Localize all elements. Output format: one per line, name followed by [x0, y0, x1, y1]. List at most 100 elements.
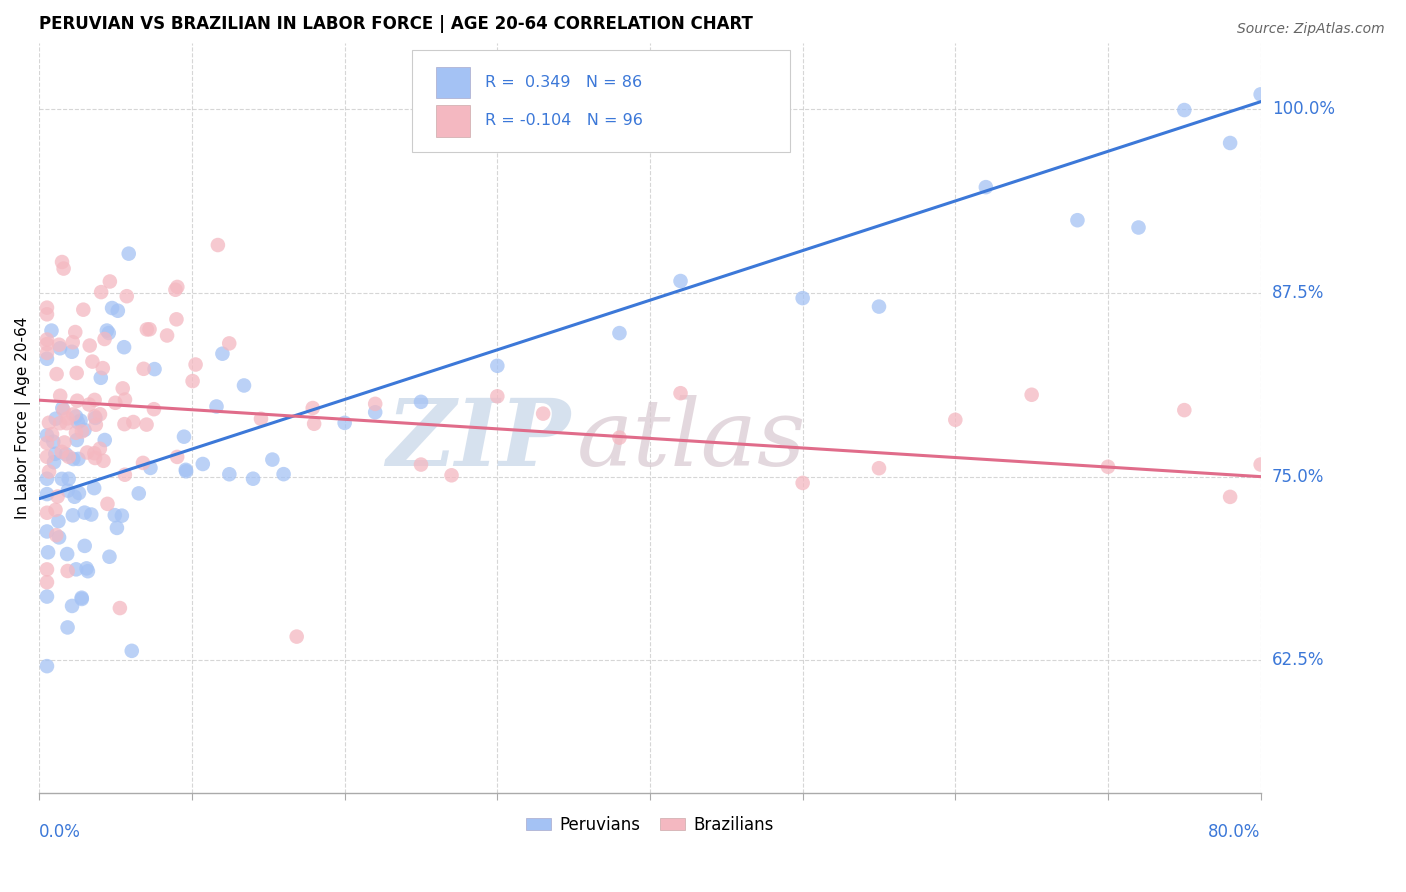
Point	[233, 378, 256, 392]
Text: R = -0.104   N = 96: R = -0.104 N = 96	[485, 113, 643, 128]
Legend: Peruvians, Brazilians: Peruvians, Brazilians	[519, 809, 780, 840]
Point	[218, 467, 240, 482]
Point	[83, 392, 105, 407]
Text: PERUVIAN VS BRAZILIAN IN LABOR FORCE | AGE 20-64 CORRELATION CHART: PERUVIAN VS BRAZILIAN IN LABOR FORCE | A…	[39, 15, 754, 33]
Point	[56, 620, 79, 634]
Point	[51, 445, 73, 459]
Point	[41, 427, 63, 442]
Point	[38, 465, 60, 479]
Point	[93, 454, 115, 468]
Point	[77, 398, 100, 412]
Point	[80, 508, 103, 522]
Point	[132, 456, 155, 470]
Point	[90, 371, 112, 385]
Point	[242, 472, 264, 486]
Point	[166, 312, 188, 326]
Point	[83, 481, 105, 495]
Point	[73, 423, 96, 437]
Y-axis label: In Labor Force | Age 20-64: In Labor Force | Age 20-64	[15, 317, 31, 519]
Point	[73, 539, 96, 553]
Point	[132, 361, 155, 376]
Point	[58, 472, 80, 486]
Point	[35, 575, 58, 590]
Point	[1173, 403, 1195, 417]
Text: Source: ZipAtlas.com: Source: ZipAtlas.com	[1237, 22, 1385, 37]
Point	[72, 302, 94, 317]
Point	[48, 337, 70, 351]
Point	[104, 508, 127, 523]
Point	[96, 324, 118, 338]
Point	[333, 416, 356, 430]
Point	[165, 283, 187, 297]
Point	[139, 461, 162, 475]
Point	[93, 433, 115, 447]
Point	[111, 508, 134, 523]
Point	[364, 397, 387, 411]
Point	[409, 395, 432, 409]
Point	[44, 503, 66, 517]
Point	[70, 425, 93, 439]
Point	[83, 409, 105, 424]
Point	[107, 303, 129, 318]
Point	[35, 590, 58, 604]
Point	[409, 458, 432, 472]
Point	[79, 338, 101, 352]
Point	[486, 359, 509, 373]
Text: 87.5%: 87.5%	[1272, 284, 1324, 301]
Point	[66, 393, 89, 408]
Point	[128, 486, 150, 500]
Point	[273, 467, 295, 482]
Point	[364, 405, 387, 419]
Point	[52, 261, 75, 276]
Point	[35, 337, 58, 351]
Point	[84, 450, 107, 465]
Point	[45, 367, 67, 381]
Point	[142, 402, 165, 417]
Point	[166, 450, 188, 464]
Point	[302, 417, 325, 431]
Point	[35, 562, 58, 576]
Point	[56, 483, 79, 498]
Point	[184, 358, 207, 372]
Point	[115, 289, 138, 303]
Point	[93, 332, 115, 346]
Point	[138, 322, 160, 336]
Point	[868, 300, 890, 314]
Point	[63, 490, 86, 504]
Point	[1128, 220, 1150, 235]
Point	[84, 411, 107, 425]
Point	[114, 392, 136, 407]
Point	[104, 396, 127, 410]
Point	[55, 447, 77, 461]
Point	[114, 417, 136, 431]
Point	[207, 238, 229, 252]
Point	[35, 307, 58, 321]
Point	[285, 630, 308, 644]
Point	[669, 274, 692, 288]
Point	[67, 451, 90, 466]
Text: 75.0%: 75.0%	[1272, 467, 1324, 485]
Point	[1173, 103, 1195, 117]
Point	[211, 347, 233, 361]
Point	[45, 411, 67, 425]
Point	[70, 591, 93, 605]
Point	[97, 326, 120, 340]
Point	[49, 341, 72, 355]
Point	[60, 344, 83, 359]
Point	[62, 408, 84, 422]
Point	[37, 545, 59, 559]
Text: 0.0%: 0.0%	[39, 823, 82, 841]
Point	[98, 549, 121, 564]
Point	[96, 497, 118, 511]
Point	[70, 591, 93, 606]
Point	[1097, 459, 1119, 474]
Point	[62, 452, 84, 467]
FancyBboxPatch shape	[436, 105, 471, 136]
Point	[62, 335, 84, 350]
Point	[84, 417, 107, 432]
Point	[77, 564, 100, 578]
Point	[60, 599, 83, 613]
Point	[609, 431, 631, 445]
Point	[55, 416, 77, 430]
Point	[83, 446, 105, 460]
